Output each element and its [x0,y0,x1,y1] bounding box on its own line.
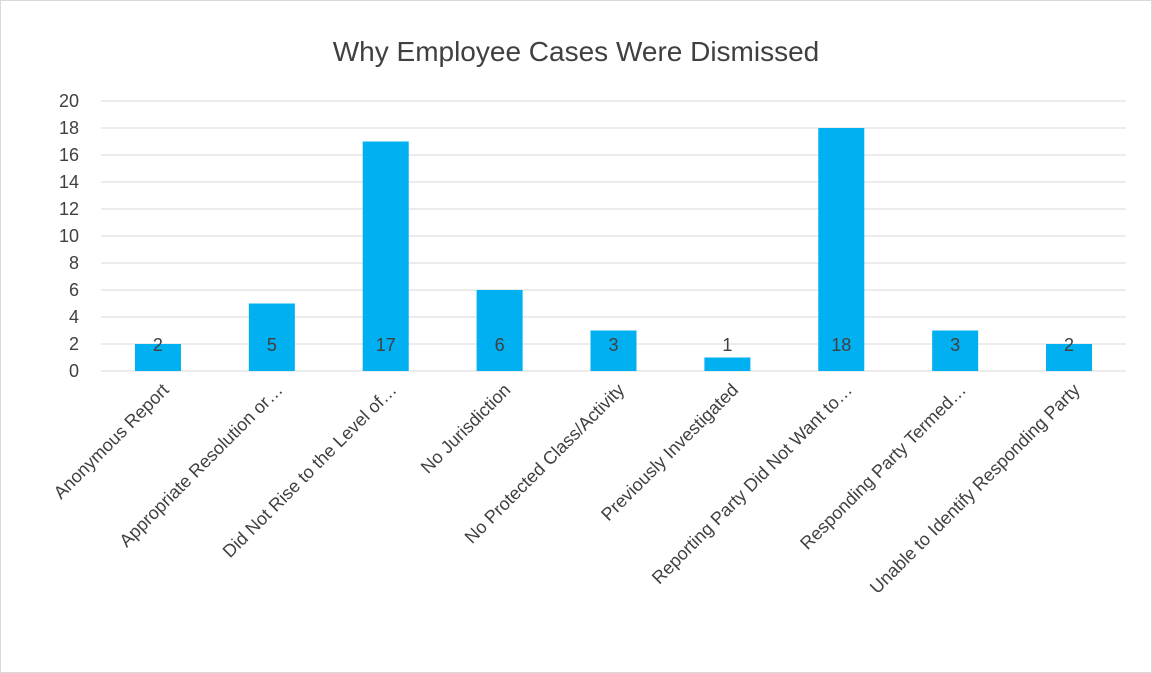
y-tick-label: 0 [69,361,79,381]
bar [1046,344,1093,371]
x-category-label: No Jurisdiction [417,380,515,478]
y-tick-label: 12 [59,199,79,219]
bar [248,303,295,371]
data-label: 1 [722,335,732,355]
bar [362,141,409,371]
data-label: 2 [1064,335,1074,355]
y-tick-label: 2 [69,334,79,354]
bar [590,330,637,371]
data-label: 17 [376,335,396,355]
bar [476,290,523,371]
data-label: 18 [831,335,851,355]
bar [704,357,751,371]
data-label: 3 [950,335,960,355]
y-tick-label: 20 [59,91,79,111]
x-category-label: Unable to Identify Responding Party [866,380,1084,598]
y-tick-label: 8 [69,253,79,273]
y-tick-label: 16 [59,145,79,165]
bar [818,128,865,371]
data-label: 3 [608,335,618,355]
data-label: 5 [267,335,277,355]
bar [932,330,979,371]
y-tick-label: 4 [69,307,79,327]
x-category-label: Reporting Party Did Not Want to… [648,380,856,588]
data-labels: 2 5 17 6 3 1 18 3 2 [153,335,1074,355]
data-label: 2 [153,335,163,355]
bar [134,344,181,371]
y-axis-ticks: 0 2 4 6 8 10 12 14 16 18 20 [59,91,79,381]
y-tick-label: 18 [59,118,79,138]
bars [134,128,1093,371]
y-tick-label: 6 [69,280,79,300]
x-category-label: Anonymous Report [50,380,173,503]
y-tick-label: 14 [59,172,79,192]
y-tick-label: 10 [59,226,79,246]
data-label: 6 [495,335,505,355]
chart-title: Why Employee Cases Were Dismissed [333,36,820,67]
